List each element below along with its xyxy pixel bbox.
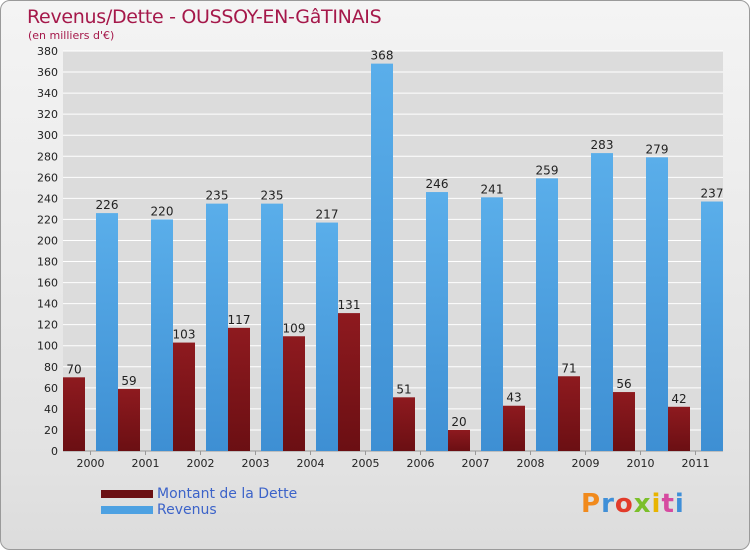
legend-swatch-dette [101, 490, 153, 498]
data-label-revenus: 246 [426, 177, 449, 191]
logo-letter: i [674, 489, 685, 519]
data-label-revenus: 241 [481, 182, 504, 196]
x-tick-label: 2007 [462, 457, 490, 470]
data-label-dette: 56 [616, 377, 631, 391]
chart-subtitle: (en milliers d'€) [28, 29, 115, 42]
bar-dette [613, 392, 635, 451]
x-tick-label: 2005 [352, 457, 380, 470]
data-label-dette: 51 [396, 382, 411, 396]
bar-dette [63, 377, 85, 451]
x-tick-label: 2004 [297, 457, 325, 470]
bar-revenus [96, 213, 118, 451]
data-label-dette: 43 [506, 391, 521, 405]
y-tick-label: 300 [37, 129, 58, 142]
y-tick-label: 40 [44, 403, 58, 416]
x-tick-label: 2009 [572, 457, 600, 470]
x-tick-label: 2006 [407, 457, 435, 470]
data-label-dette: 20 [451, 415, 466, 429]
y-tick-label: 0 [51, 445, 58, 458]
x-tick-label: 2008 [517, 457, 545, 470]
bar-revenus [371, 63, 393, 451]
y-tick-label: 260 [37, 171, 58, 184]
data-label-revenus: 235 [261, 189, 284, 203]
y-tick-label: 160 [37, 277, 58, 290]
data-label-revenus: 283 [591, 138, 614, 152]
y-tick-label: 140 [37, 298, 58, 311]
logo-letter: x [633, 489, 652, 519]
x-tick-label: 2011 [682, 457, 710, 470]
logo-letter: t [661, 489, 675, 519]
data-label-dette: 109 [283, 321, 306, 335]
bar-dette [173, 342, 195, 451]
data-label-revenus: 226 [96, 198, 119, 212]
bar-dette [668, 406, 690, 451]
y-tick-label: 100 [37, 340, 58, 353]
y-tick-label: 340 [37, 87, 58, 100]
data-label-dette: 103 [173, 328, 196, 342]
legend-label-dette: Montant de la Dette [157, 486, 298, 502]
bar-revenus [426, 192, 448, 452]
y-tick-label: 280 [37, 150, 58, 163]
bar-dette [558, 376, 580, 451]
x-tick-label: 2002 [187, 457, 215, 470]
data-label-revenus: 368 [371, 49, 394, 63]
data-label-dette: 70 [66, 362, 81, 376]
data-label-revenus: 237 [701, 187, 724, 201]
bar-dette [393, 397, 415, 451]
data-label-revenus: 217 [316, 208, 339, 222]
legend-label-revenus: Revenus [157, 502, 217, 518]
logo-letter: r [601, 489, 615, 519]
legend-swatch-revenus [101, 506, 153, 514]
chart-title: Revenus/Dette - OUSSOY-EN-GâTINAIS [27, 6, 382, 28]
bar-revenus [151, 219, 173, 451]
y-tick-label: 380 [37, 45, 58, 58]
bar-revenus [646, 157, 668, 451]
y-tick-label: 60 [44, 382, 58, 395]
bar-dette [228, 327, 250, 451]
logo-letter: P [581, 489, 602, 519]
bar-dette [448, 429, 470, 451]
bar-revenus [261, 203, 283, 451]
bar-revenus [701, 201, 723, 451]
data-label-revenus: 279 [646, 142, 669, 156]
bar-revenus [316, 222, 338, 451]
y-tick-label: 120 [37, 319, 58, 332]
logo-letter: o [614, 489, 634, 519]
y-tick-label: 180 [37, 256, 58, 269]
bar-dette [503, 405, 525, 451]
x-tick-label: 2000 [77, 457, 105, 470]
bar-revenus [206, 203, 228, 451]
y-tick-label: 80 [44, 361, 58, 374]
bar-revenus [591, 153, 613, 451]
data-label-dette: 117 [228, 313, 251, 327]
data-label-revenus: 220 [151, 204, 174, 218]
bar-dette [118, 388, 140, 451]
data-label-revenus: 259 [536, 163, 559, 177]
data-label-dette: 131 [338, 298, 361, 312]
y-tick-label: 360 [37, 66, 58, 79]
x-tick-label: 2001 [132, 457, 160, 470]
bar-dette [338, 313, 360, 451]
bar-dette [283, 336, 305, 451]
data-label-revenus: 235 [206, 189, 229, 203]
x-tick-label: 2003 [242, 457, 270, 470]
y-tick-label: 320 [37, 108, 58, 121]
bar-revenus [481, 197, 503, 451]
bar-revenus [536, 178, 558, 452]
data-label-dette: 59 [121, 374, 136, 388]
x-tick-label: 2010 [627, 457, 655, 470]
y-tick-label: 220 [37, 213, 58, 226]
data-label-dette: 42 [671, 392, 686, 406]
y-tick-label: 240 [37, 192, 58, 205]
proxiti-logo: Proxiti [581, 489, 685, 519]
data-label-dette: 71 [561, 361, 576, 375]
y-tick-label: 200 [37, 234, 58, 247]
logo-letter: i [651, 489, 662, 519]
y-tick-label: 20 [44, 424, 58, 437]
